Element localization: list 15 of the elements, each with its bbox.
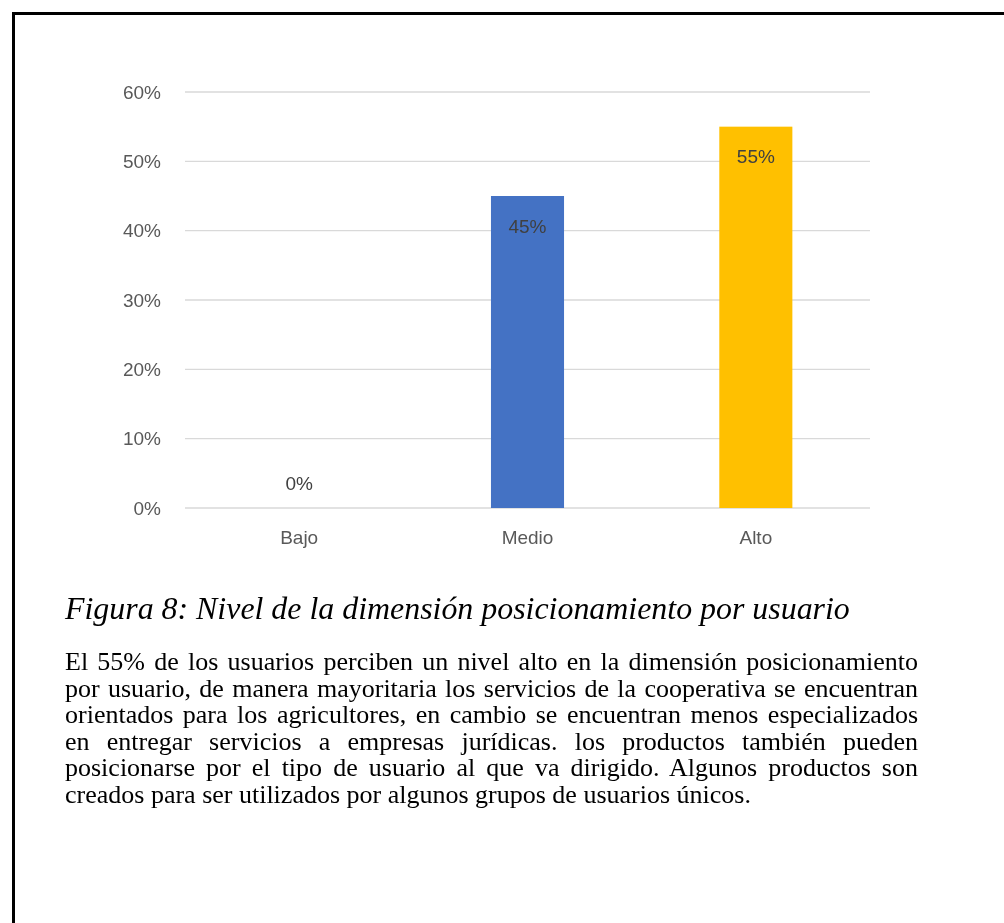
y-tick-label: 0% bbox=[133, 497, 162, 519]
y-tick-label: 60% bbox=[122, 81, 162, 103]
data-label: 0% bbox=[285, 472, 313, 494]
text: Figura 8: Nivel de la dimensión posicionamiento por usuario bbox=[65, 590, 850, 628]
y-tick-label: 10% bbox=[122, 428, 162, 450]
y-tick-label: 20% bbox=[122, 358, 162, 380]
x-tick-label: Alto bbox=[739, 526, 773, 548]
x-tick-label: Bajo bbox=[280, 526, 319, 548]
y-tick-label: 30% bbox=[122, 289, 162, 311]
data-label: 45% bbox=[508, 215, 547, 237]
data-label: 55% bbox=[736, 146, 775, 168]
y-tick-label: 50% bbox=[122, 150, 162, 172]
x-tick-label: Medio bbox=[501, 526, 554, 548]
text: El 55% de los usuarios perciben un nivel alto en la dimensión posicionamiento por usuario, de manera mayoritaria los servicios de la cooperativa se encuentran orientados para los agricultores, en cambio se encuentran menos especializados en entregar servicios a empresas jurídicas. los productos también pueden posicionarse por el tipo de usuario al que va dirigido. Algunos productos son creados para ser utilizados por algunos grupos de usuarios únicos. bbox=[65, 647, 918, 809]
y-tick-label: 40% bbox=[122, 220, 162, 242]
